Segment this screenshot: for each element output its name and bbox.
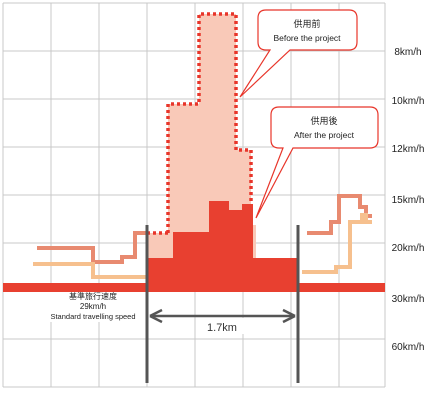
y-axis-tick-labels: 8km/h 10km/h 12km/h 15km/h 20km/h 30km/h 60km/… [392, 47, 425, 353]
speed-line-right-upper [307, 194, 372, 235]
callout-before-en: Before the project [273, 33, 341, 43]
speed-line-upper [37, 231, 147, 264]
dimension-arrow-right [282, 308, 296, 324]
callout-before-bubble [239, 9, 358, 98]
before-outline [166, 12, 253, 233]
callout-after-en: After the project [294, 130, 355, 140]
y-tick-label: 15km/h [392, 195, 425, 206]
before-area [147, 14, 256, 260]
y-tick-label: 10km/h [392, 96, 425, 107]
y-tick-label: 20km/h [392, 243, 425, 254]
section-length-label: 1.7km [207, 322, 237, 334]
callout-after-jp: 供用後 [310, 115, 337, 127]
callout-before-jp: 供用前 [293, 18, 320, 30]
dimension-label-bg [196, 318, 248, 334]
dimension-arrow-left [149, 308, 163, 324]
baseline-label-bg [40, 292, 145, 322]
y-tick-label: 30km/h [392, 294, 425, 305]
y-tick-label: 8km/h [394, 47, 421, 58]
after-area [147, 201, 298, 283]
y-tick-label: 12km/h [392, 144, 425, 155]
y-tick-label: 60km/h [392, 342, 425, 353]
baseline-label-jp: 基準旅行速度 [69, 291, 117, 301]
callout-after-bubble [255, 106, 379, 219]
baseline-bar [3, 283, 385, 292]
baseline-label-en: Standard travelling speed [50, 312, 135, 321]
speed-line-lower [33, 262, 147, 279]
baseline-label-speed: 29km/h [80, 302, 106, 311]
speed-line-right-lower [302, 213, 372, 274]
